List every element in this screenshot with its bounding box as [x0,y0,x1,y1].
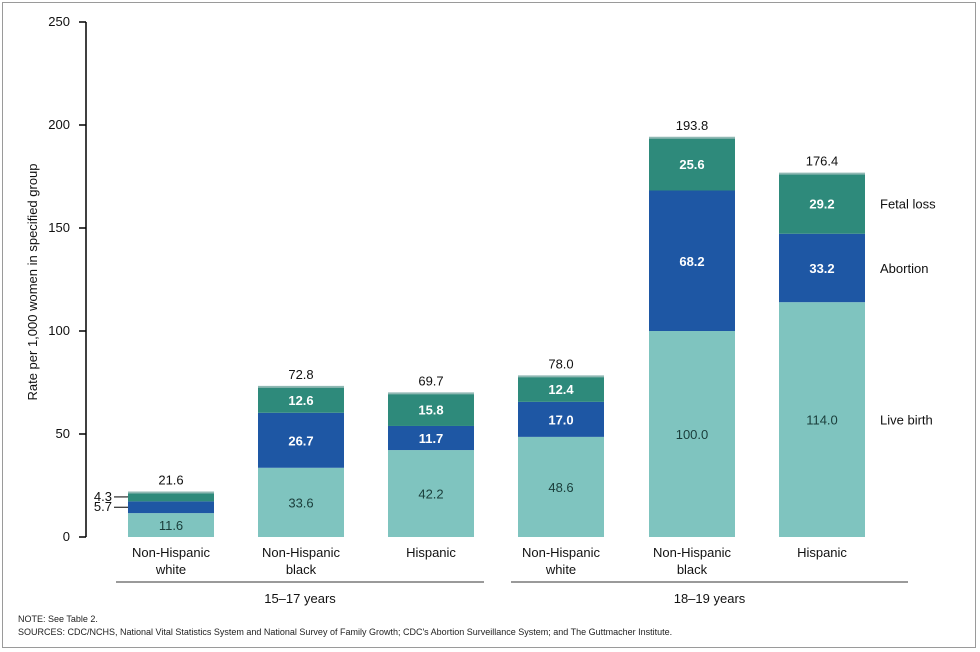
bar-segment-fetal-loss [388,393,474,426]
y-tick-label: 200 [48,117,70,132]
segment-value-label: 12.6 [288,393,313,408]
bar-segment-abortion [258,412,344,468]
bar-segment-abortion [649,190,735,331]
category-label: Non-Hispanic [262,545,341,560]
segment-value-label: 29.2 [809,197,834,212]
segment-value-label: 114.0 [806,413,838,428]
segment-value-label: 48.6 [548,480,573,495]
bar-segment-live-birth [518,436,604,537]
bar-segment-live-birth [779,302,865,537]
bar-segment-fetal-loss [518,376,604,402]
segment-value-label: 33.6 [288,495,313,510]
bar-segment-abortion [388,425,474,451]
y-axis-label: Rate per 1,000 women in specified group [25,163,40,400]
bar-segment-fetal-loss [779,173,865,234]
segment-value-label: 11.7 [419,431,444,446]
y-tick-label: 0 [63,529,70,544]
segment-value-label: 25.6 [679,157,704,172]
category-label: Hispanic [797,545,847,560]
legend-label: Live birth [880,413,933,428]
segment-value-label: 100.0 [676,427,709,442]
category-label: black [677,562,708,577]
bar-total-label: 176.4 [806,154,839,169]
segment-value-label: 5.7 [94,499,112,514]
segment-value-label: 15.8 [418,403,443,418]
y-tick-label: 100 [48,323,70,338]
bar-segment-live-birth [388,450,474,537]
bar-total-label: 69.7 [418,373,443,388]
category-label: black [286,562,317,577]
bar-total-label: 21.6 [158,473,183,488]
group-label: 18–19 years [674,591,746,606]
category-label: white [155,562,186,577]
bar-total-label: 78.0 [548,356,573,371]
group-label: 15–17 years [264,591,336,606]
y-tick-label: 250 [48,14,70,29]
legend-label: Fetal loss [880,197,936,212]
bar-total-label: 193.8 [676,118,709,133]
segment-value-label: 42.2 [418,487,443,502]
segment-value-label: 17.0 [548,412,573,427]
bar-segment-abortion [128,501,214,514]
segment-value-label: 11.6 [159,518,183,533]
bar-segment-fetal-loss [128,492,214,502]
footnote-sources: SOURCES: CDC/NCHS, National Vital Statis… [18,627,673,637]
bar-segment-live-birth [128,513,214,537]
bar-total-label: 72.8 [288,367,313,382]
category-label: Hispanic [406,545,456,560]
category-label: Non-Hispanic [653,545,732,560]
bar-segment-live-birth [258,467,344,537]
bar-segment-abortion [779,233,865,303]
bar-segment-fetal-loss [258,386,344,413]
category-label: Non-Hispanic [132,545,211,560]
segment-value-label: 4.3 [94,489,112,504]
y-tick-label: 50 [56,426,70,441]
bar-segment-live-birth [649,331,735,537]
segment-value-label: 26.7 [288,433,313,448]
bar-segment-abortion [518,401,604,437]
bar-segment-fetal-loss [649,137,735,191]
category-label: Non-Hispanic [522,545,601,560]
segment-value-label: 33.2 [809,261,834,276]
category-label: white [545,562,576,577]
segment-value-label: 68.2 [679,254,704,269]
footnote-note: NOTE: See Table 2. [18,614,98,624]
legend-label: Abortion [880,261,928,276]
y-tick-label: 150 [48,220,70,235]
segment-value-label: 12.4 [548,382,574,397]
